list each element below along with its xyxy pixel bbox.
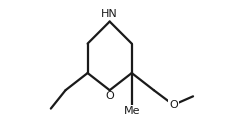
- Text: HN: HN: [101, 9, 118, 19]
- Text: Me: Me: [124, 106, 140, 116]
- Text: O: O: [105, 91, 114, 101]
- Text: O: O: [169, 100, 178, 110]
